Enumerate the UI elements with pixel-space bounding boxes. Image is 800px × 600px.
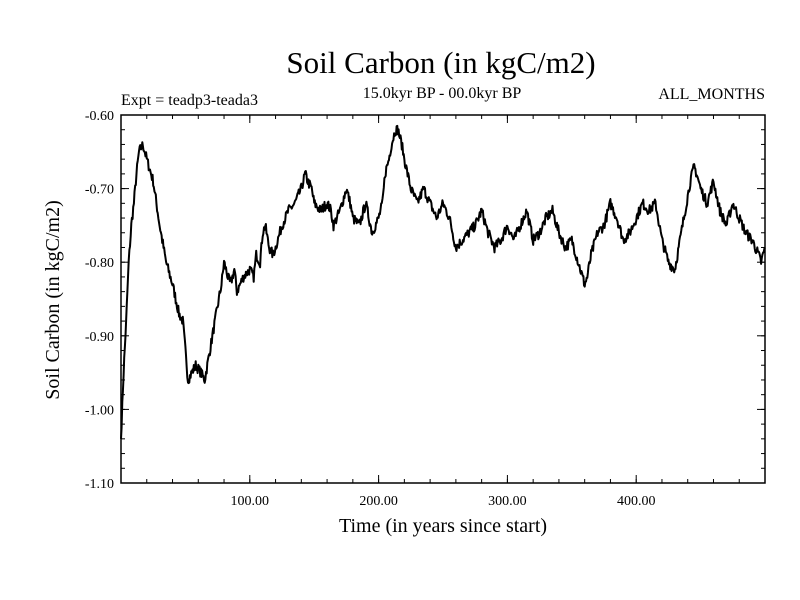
x-tick-label: 300.00 xyxy=(488,494,527,509)
y-tick-label: -0.70 xyxy=(85,183,114,198)
chart-subtitle: 15.0kyr BP - 00.0kyr BP xyxy=(363,85,522,102)
months-label: ALL_MONTHS xyxy=(658,86,765,103)
x-axis-ticks: 100.00 200.00 300.00 400.00 xyxy=(231,115,656,509)
x-tick-label: 100.00 xyxy=(231,494,270,509)
plot-frame xyxy=(120,114,766,484)
y-tick-label: -0.90 xyxy=(85,330,114,345)
y-tick-label: -1.00 xyxy=(85,403,114,418)
y-tick-label: -0.80 xyxy=(85,256,114,271)
y-tick-label: -0.60 xyxy=(85,109,114,124)
y-tick-label: -1.10 xyxy=(85,477,114,492)
experiment-label: Expt = teadp3-teada3 xyxy=(121,92,258,109)
x-axis-label: Time (in years since start) xyxy=(339,515,547,537)
chart-title: Soil Carbon (in kgC/m2) xyxy=(286,45,595,80)
series-line xyxy=(120,124,766,439)
x-tick-label: 200.00 xyxy=(359,494,398,509)
y-axis-label: Soil Carbon (in kgC/m2) xyxy=(42,200,64,399)
x-tick-label: 400.00 xyxy=(617,494,656,509)
